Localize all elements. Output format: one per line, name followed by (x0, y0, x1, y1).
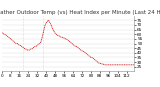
Title: Milwaukee Weather Outdoor Temp (vs) Heat Index per Minute (Last 24 Hours): Milwaukee Weather Outdoor Temp (vs) Heat… (0, 10, 160, 15)
